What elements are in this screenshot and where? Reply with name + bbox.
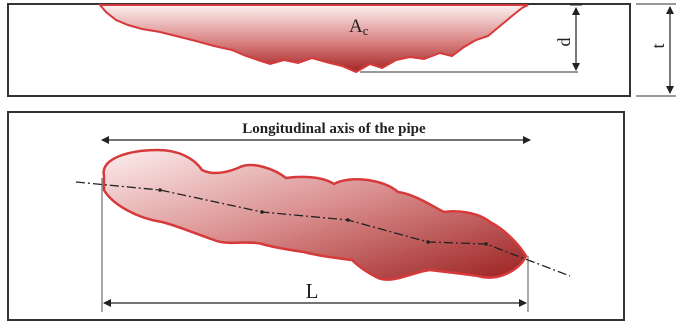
area-label-subscript: c	[363, 23, 369, 38]
plan-view-panel: Longitudinal axis of the pipe L	[7, 111, 625, 321]
thickness-label: t	[648, 43, 668, 48]
longitudinal-axis-label: Longitudinal axis of the pipe	[242, 121, 426, 137]
centerline-node	[484, 242, 488, 246]
depth-label: d	[554, 38, 574, 47]
centerline-node	[346, 218, 350, 222]
centerline-node	[260, 210, 264, 214]
defect-cross-section-area	[97, 4, 529, 74]
centerline-node	[158, 188, 162, 192]
cross-section-panel: Ac d t	[7, 3, 676, 97]
svg-text:Ac: Ac	[349, 16, 369, 38]
defect-plan-outline	[102, 148, 528, 281]
length-label: L	[306, 279, 319, 303]
centerline-node	[426, 240, 430, 244]
axis-label-background	[162, 118, 508, 138]
area-label: A	[349, 16, 363, 37]
